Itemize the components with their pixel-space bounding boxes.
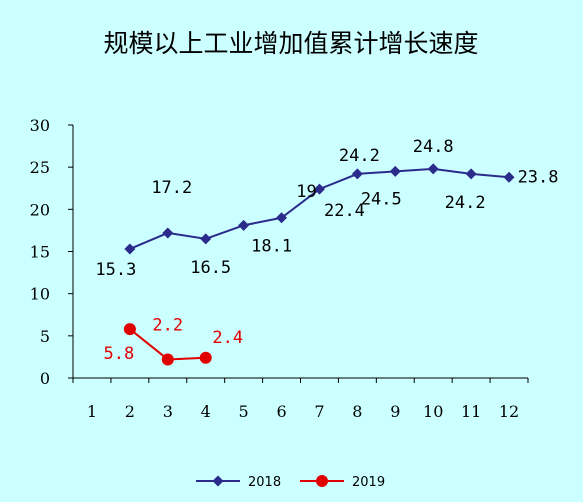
data-label-2019: 5.8 (104, 344, 135, 364)
x-tick-label: 7 (314, 402, 324, 421)
data-point-2018 (465, 168, 477, 180)
data-label-2018: 24.5 (361, 189, 402, 209)
x-tick-label: 3 (163, 402, 173, 421)
data-label-2018: 23.8 (518, 167, 559, 187)
data-point-2018 (503, 171, 515, 183)
x-tick-label: 6 (276, 402, 286, 421)
data-label-2018: 18.1 (251, 236, 292, 256)
x-tick-label: 12 (499, 402, 519, 421)
x-tick-label: 10 (423, 402, 443, 421)
x-tick-label: 8 (352, 402, 362, 421)
data-label-2018: 15.3 (95, 260, 136, 280)
y-tick-label: 20 (30, 200, 50, 219)
data-point-2018 (200, 233, 212, 245)
data-point-2018 (238, 219, 250, 231)
data-label-2018: 24.2 (339, 146, 380, 166)
x-tick-label: 9 (390, 402, 400, 421)
data-label-2018: 16.5 (190, 258, 231, 278)
chart-title: 规模以上工业增加值累计增长速度 (103, 29, 478, 58)
data-point-2018 (427, 163, 439, 175)
data-point-2018 (389, 165, 401, 177)
legend: 2018 2019 (196, 475, 385, 490)
data-label-2019: 2.4 (212, 328, 243, 348)
y-tick-label: 10 (30, 285, 50, 304)
data-label-2018: 24.8 (413, 137, 454, 157)
data-point-2019 (199, 351, 212, 364)
data-point-2019 (123, 323, 136, 336)
series-lines (123, 163, 515, 366)
data-point-2018 (276, 212, 288, 224)
data-point-2018 (313, 183, 325, 195)
x-tick-label: 2 (125, 402, 135, 421)
y-tick-label: 15 (30, 243, 50, 262)
y-tick-label: 25 (30, 158, 50, 177)
x-tick-label: 1 (87, 402, 97, 421)
data-point-2018 (162, 227, 174, 239)
data-label-2018: 22.4 (324, 201, 365, 221)
legend-marker-2018 (212, 475, 224, 487)
data-point-2018 (351, 168, 363, 180)
legend-label-2019: 2019 (352, 475, 385, 490)
data-label-2018: 19 (296, 182, 316, 202)
data-label-2018: 24.2 (445, 193, 486, 213)
legend-marker-2019 (316, 475, 328, 487)
data-labels: 15.3 17.2 16.5 18.1 19 22.4 24.2 24.5 24.8 24.2 23… (95, 137, 558, 364)
x-tick-label: 4 (201, 402, 211, 421)
x-tick-label: 5 (239, 402, 249, 421)
x-tick-label: 11 (461, 402, 481, 421)
data-point-2019 (161, 353, 174, 366)
y-tick-label: 30 (30, 116, 50, 135)
y-tick-label: 0 (40, 369, 50, 388)
legend-label-2018: 2018 (248, 475, 281, 490)
y-tick-label: 5 (40, 327, 50, 346)
data-label-2018: 17.2 (151, 178, 192, 198)
data-point-2018 (124, 243, 136, 255)
data-label-2019: 2.2 (152, 315, 183, 335)
